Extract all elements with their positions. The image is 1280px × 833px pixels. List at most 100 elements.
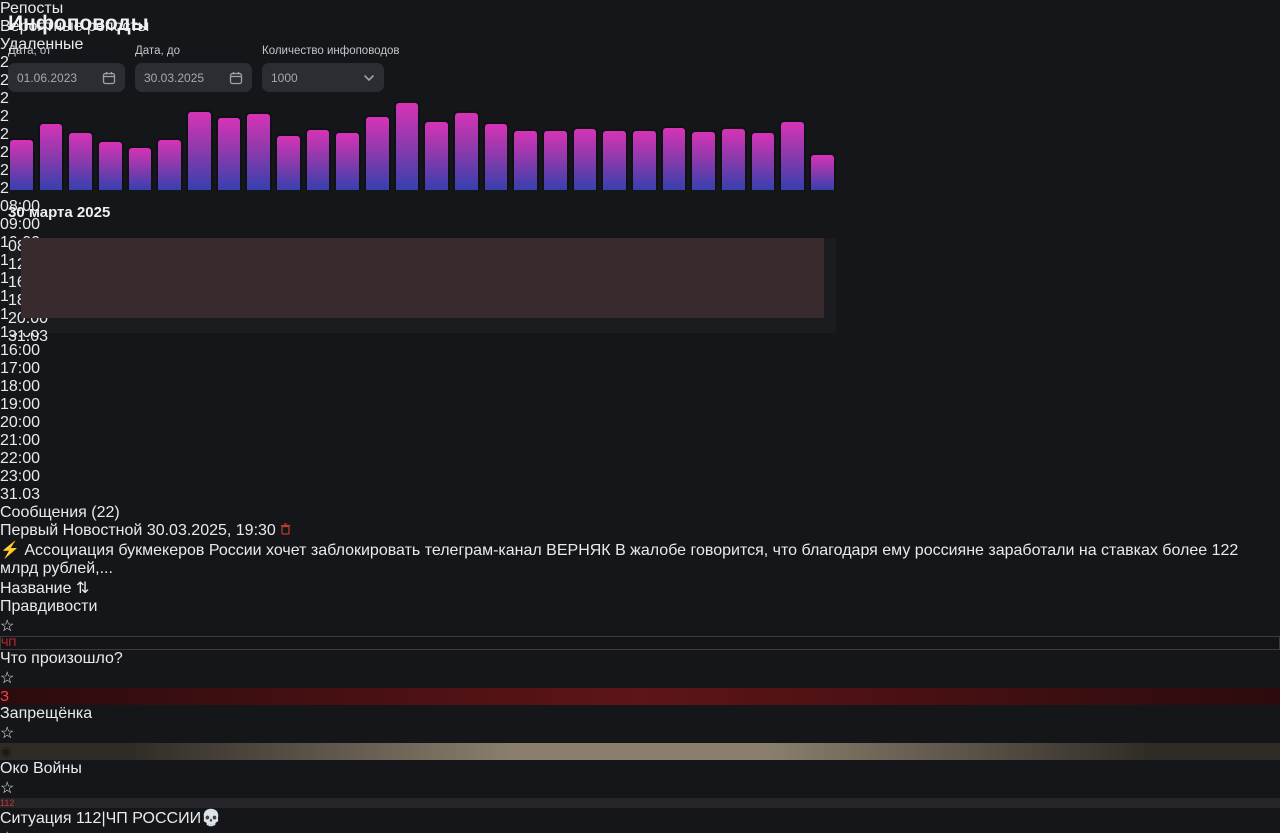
- favorite-star-icon[interactable]: ☆: [0, 780, 15, 797]
- favorite-star-icon[interactable]: ☆: [0, 828, 1280, 833]
- histogram-bar[interactable]: [97, 140, 124, 190]
- histogram-bar[interactable]: [631, 128, 658, 190]
- panel-channel-row[interactable]: ЧП Что произошло? ☆: [0, 636, 1280, 688]
- histogram-bar[interactable]: [126, 146, 154, 190]
- favorite-star-icon[interactable]: ☆: [0, 725, 15, 742]
- histogram-bar[interactable]: [245, 111, 273, 190]
- post-tooltip: Первый Новостной 30.03.2025, 19:30 ⚡ Асс…: [0, 522, 1280, 578]
- tooltip-header: Первый Новостной 30.03.2025, 19:30: [0, 522, 1280, 540]
- histogram-bar[interactable]: [156, 138, 184, 190]
- histogram-bar[interactable]: [423, 119, 451, 190]
- repost-dot[interactable]: 2: [0, 162, 1280, 180]
- count-select[interactable]: 1000: [262, 63, 384, 92]
- chevron-down-icon: [363, 74, 375, 82]
- brush-tick-label: 31.03: [8, 328, 49, 345]
- dot-count-badge: 2: [0, 108, 9, 125]
- legend-item[interactable]: Удаленные: [0, 36, 1280, 54]
- histogram-bar[interactable]: [393, 101, 421, 190]
- channel-avatar: ◉: [0, 743, 1280, 760]
- legend-item[interactable]: Вероятные репосты: [0, 18, 1280, 36]
- x-axis-label: 09:00: [0, 216, 41, 233]
- selected-date-heading: 30 марта 2025: [8, 204, 111, 221]
- panel-header: Название ⇅: [0, 578, 1280, 598]
- x-axis-label: 21:00: [0, 432, 41, 449]
- calendar-icon[interactable]: [102, 71, 116, 85]
- brush-selection[interactable]: [21, 238, 824, 318]
- repost-dot[interactable]: 2: [0, 126, 1280, 144]
- histogram-bar[interactable]: [67, 131, 95, 190]
- daily-volume-histogram[interactable]: [8, 101, 836, 190]
- histogram-bar[interactable]: [601, 128, 629, 190]
- date-from-input[interactable]: 01.06.2023: [8, 63, 125, 92]
- repost-dot[interactable]: 2: [0, 72, 1280, 90]
- date-from-label: Дата, от: [8, 45, 52, 57]
- histogram-bar[interactable]: [809, 152, 836, 190]
- histogram-bar[interactable]: [690, 130, 718, 190]
- sort-icon[interactable]: ⇅: [75, 580, 90, 597]
- channel-text: Ситуация 112|ЧП РОССИИ💀: [0, 808, 1280, 828]
- trash-icon[interactable]: [280, 522, 291, 539]
- repost-dot[interactable]: 2: [0, 54, 1280, 72]
- histogram-bar[interactable]: [334, 131, 362, 190]
- dot-count-badge: 2: [0, 54, 9, 71]
- histogram-bar[interactable]: [215, 116, 243, 190]
- panel-channel-row[interactable]: Правдивости ☆: [0, 598, 1280, 636]
- filter-count: Количество инфоповодов 1000: [262, 45, 400, 92]
- dot-count-badge: 2: [0, 144, 9, 161]
- histogram-bar[interactable]: [8, 138, 35, 190]
- panel-title[interactable]: Название: [0, 580, 72, 597]
- favorite-star-icon[interactable]: ☆: [0, 618, 15, 635]
- calendar-icon[interactable]: [229, 71, 243, 85]
- histogram-bar[interactable]: [453, 110, 480, 190]
- brush-bar: [302, 306, 345, 318]
- channel-avatar: З: [0, 688, 1280, 705]
- tooltip-datetime: 30.03.2025, 19:30: [146, 522, 276, 539]
- brush-bar: [208, 313, 256, 318]
- brush-bar: [487, 306, 530, 318]
- date-to-input[interactable]: 30.03.2025: [135, 63, 252, 92]
- histogram-bar[interactable]: [304, 127, 332, 190]
- histogram-bar[interactable]: [749, 131, 777, 190]
- dot-count-badge: 2: [0, 126, 9, 143]
- dot-count-badge: 2: [0, 180, 9, 197]
- brush-bar: [667, 307, 710, 318]
- histogram-bar[interactable]: [720, 126, 747, 190]
- histogram-bar[interactable]: [364, 115, 391, 190]
- channel-name: Что произошло?: [0, 650, 123, 667]
- count-label: Количество инфоповодов: [262, 45, 400, 57]
- repost-dot[interactable]: 2: [0, 144, 1280, 162]
- repost-dot[interactable]: 2: [0, 90, 1280, 108]
- dot-count-badge: 2: [0, 72, 9, 89]
- histogram-bar[interactable]: [779, 119, 807, 190]
- histogram-bar[interactable]: [542, 128, 569, 190]
- histogram-bar[interactable]: [482, 122, 510, 190]
- date-to-label: Дата, до: [135, 45, 180, 57]
- legend-label: Вероятные репосты: [0, 18, 150, 35]
- favorite-star-icon[interactable]: ☆: [0, 670, 15, 687]
- brush-plot[interactable]: [8, 238, 836, 318]
- brush-bar: [165, 268, 208, 318]
- repost-dot[interactable]: 2: [0, 108, 1280, 126]
- panel-channel-row[interactable]: З Запрещёнка ☆: [0, 688, 1280, 743]
- histogram-bar[interactable]: [512, 129, 540, 190]
- channel-name: Запрещёнка: [0, 705, 93, 722]
- legend-item[interactable]: Репосты: [0, 0, 1280, 18]
- panel-rows: Правдивости ☆ ЧП Что произошло? ☆ З Запрещёнка…: [0, 598, 1280, 833]
- brush-bar: [538, 282, 581, 318]
- histogram-bar[interactable]: [571, 126, 599, 190]
- histogram-bar[interactable]: [186, 109, 213, 190]
- panel-channel-row[interactable]: 112 Ситуация 112|ЧП РОССИИ💀☆: [0, 798, 1280, 833]
- repost-dot[interactable]: 2: [0, 180, 1280, 198]
- messages-heading: Сообщения (22): [0, 504, 120, 521]
- x-axis-date-label: 31.03: [0, 486, 41, 503]
- histogram-bar[interactable]: [275, 133, 302, 190]
- histogram-bar[interactable]: [37, 122, 65, 190]
- channel-name: Ситуация 112|ЧП РОССИИ💀: [0, 810, 221, 827]
- tooltip-text: ⚡ Ассоциация букмекеров России хочет заб…: [0, 542, 1239, 577]
- histogram-bar[interactable]: [660, 125, 688, 190]
- panel-channel-row[interactable]: ◉ Око Войны ☆: [0, 743, 1280, 798]
- x-axis-label: 08:00: [0, 198, 41, 215]
- dot-count-badge: 2: [0, 162, 9, 179]
- legend: Репосты Вероятные репосты Удаленные: [0, 0, 1280, 54]
